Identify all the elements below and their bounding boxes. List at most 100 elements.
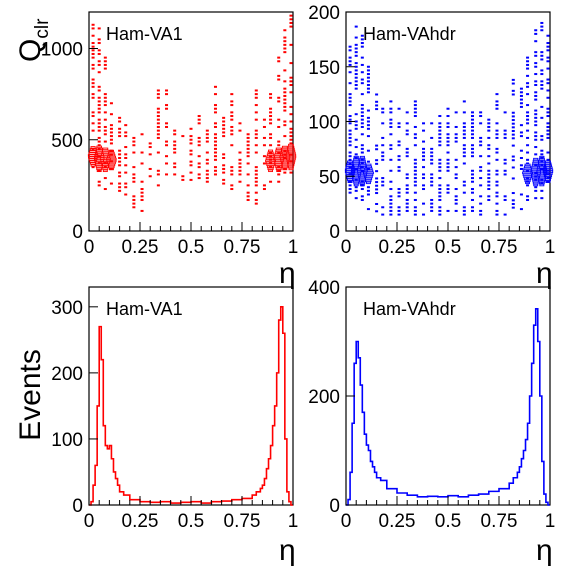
scatter-point [389, 133, 393, 136]
scatter-point [97, 104, 101, 107]
scatter-point [546, 60, 550, 63]
scatter-point [511, 89, 515, 92]
scatter-point [511, 166, 515, 169]
scatter-point [526, 162, 530, 165]
scatter-point [438, 122, 442, 125]
scatter-point [397, 213, 401, 216]
scatter-point [97, 107, 101, 110]
panel-bottom-left-label: Ham-VA1 [106, 299, 183, 319]
scatter-point [462, 125, 466, 128]
scatter-core-box [108, 165, 115, 169]
scatter-point [540, 197, 544, 200]
scatter-point [103, 63, 107, 66]
scatter-core-box [523, 167, 532, 171]
scatter-point [124, 171, 128, 174]
scatter-point [422, 158, 426, 161]
scatter-point [197, 136, 201, 139]
scatter-point [197, 118, 201, 121]
scatter-point [413, 180, 417, 183]
scatter-point [173, 151, 177, 154]
scatter-point [540, 164, 544, 167]
scatter-point [438, 166, 442, 169]
scatter-point [375, 100, 379, 103]
scatter-point [238, 158, 242, 161]
scatter-point [470, 155, 474, 158]
x-tick-label: 0.5 [178, 511, 204, 532]
scatter-point [519, 102, 523, 105]
scatter-point [348, 155, 352, 158]
scatter-point [277, 144, 281, 147]
scatter-point [230, 111, 234, 114]
scatter-point [156, 184, 160, 187]
scatter-core-box [90, 164, 96, 167]
scatter-point [189, 178, 193, 181]
scatter-point [91, 166, 95, 169]
scatter-core-box [532, 179, 540, 183]
scatter-point [405, 188, 409, 191]
scatter-point [422, 122, 426, 125]
scatter-point [283, 149, 287, 152]
scatter-point [438, 191, 442, 194]
scatter-point [526, 82, 530, 85]
scatter-point [413, 206, 417, 209]
scatter-point [519, 91, 523, 94]
scatter-point [381, 136, 385, 139]
scatter-point [165, 89, 169, 92]
scatter-point [91, 111, 95, 114]
scatter-point [97, 111, 101, 114]
scatter-core-box [538, 157, 545, 161]
panel-top-right-data [344, 21, 554, 216]
scatter-point [109, 102, 113, 105]
scatter-core-box [281, 147, 289, 151]
scatter-core-box [533, 183, 539, 187]
scatter-point [91, 93, 95, 96]
scatter-point [283, 47, 287, 50]
scatter-point [124, 182, 128, 185]
scatter-point [91, 27, 95, 30]
scatter-point [526, 122, 530, 125]
scatter-point [487, 162, 491, 165]
scatter-point [97, 140, 101, 143]
scatter-point [348, 118, 352, 121]
scatter-point [534, 51, 538, 54]
scatter-point [413, 158, 417, 161]
scatter-point [546, 42, 550, 45]
scatter-point [405, 129, 409, 132]
scatter-point [269, 180, 273, 183]
scatter-point [230, 188, 234, 191]
scatter-core-box [108, 149, 114, 153]
scatter-point [269, 118, 273, 121]
scatter-core-box [281, 163, 289, 167]
scatter-point [132, 206, 136, 209]
scatter-point [109, 142, 113, 145]
x-tick-label: 0 [341, 511, 352, 532]
scatter-point [534, 146, 538, 149]
scatter-point [438, 188, 442, 191]
scatter-point [238, 173, 242, 176]
scatter-point [495, 195, 499, 198]
scatter-point [360, 122, 364, 125]
scatter-point [354, 54, 358, 57]
scatter-point [397, 209, 401, 212]
scatter-point [97, 96, 101, 99]
scatter-point [124, 124, 128, 127]
scatter-point [277, 56, 281, 59]
scatter-point [103, 104, 107, 107]
scatter-point [534, 164, 538, 167]
scatter-point [109, 131, 113, 134]
scatter-point [222, 135, 226, 138]
scatter-core-box [363, 173, 374, 177]
scatter-point [462, 129, 466, 132]
scatter-point [213, 104, 217, 107]
scatter-point [189, 138, 193, 141]
scatter-point [503, 133, 507, 136]
scatter-point [262, 155, 266, 158]
x-tick-label: 0.75 [481, 237, 518, 258]
scatter-point [246, 140, 250, 143]
scatter-point [462, 180, 466, 183]
scatter-point [165, 93, 169, 96]
scatter-point [375, 170, 379, 173]
scatter-point [348, 140, 352, 143]
y-axis-label-subscript: clr [32, 18, 53, 39]
scatter-point [140, 191, 144, 194]
